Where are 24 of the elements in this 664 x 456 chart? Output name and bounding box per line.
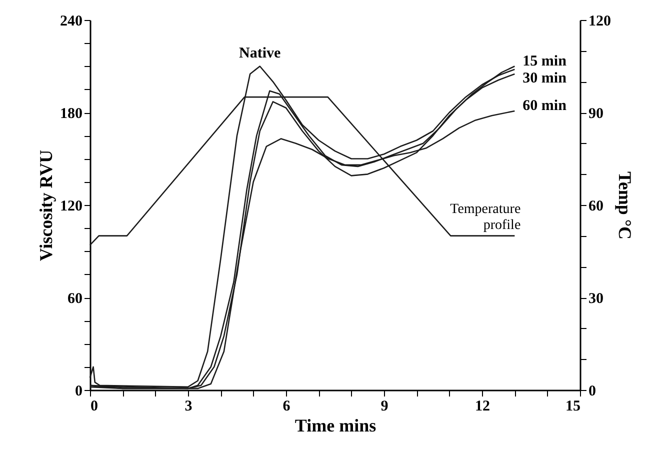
y2-tick-label: 90 <box>588 106 604 122</box>
y2-tick-label: 30 <box>588 291 604 307</box>
x-tick-label: 6 <box>282 398 291 414</box>
y-tick-label: 60 <box>68 291 82 307</box>
y2-axis-title: Temp °C <box>615 171 635 240</box>
y-tick-label: 120 <box>60 198 82 214</box>
x-tick-label: 15 <box>566 398 580 414</box>
x-tick-label: 9 <box>380 398 388 414</box>
series-label: 60 min <box>522 98 568 114</box>
y2-tick-label: 120 <box>588 14 611 30</box>
series-label: Temperature profile <box>450 202 521 233</box>
x-tick-label: 12 <box>475 398 490 414</box>
y-axis-title: Viscosity RVU <box>36 150 56 262</box>
x-axis-title: Time mins <box>294 416 376 436</box>
x-tick-label: 0 <box>90 398 98 414</box>
x-tick-label: 3 <box>184 398 192 414</box>
y-tick-label: 240 <box>60 14 82 30</box>
y2-tick-label: 0 <box>588 384 596 400</box>
series-label: 15 min <box>522 53 568 70</box>
series-label: Native <box>239 45 282 62</box>
y2-tick-label: 60 <box>588 198 604 214</box>
y-tick-label: 180 <box>60 106 82 122</box>
y-tick-label: 0 <box>75 384 82 400</box>
series-label: 30 min <box>522 70 568 86</box>
